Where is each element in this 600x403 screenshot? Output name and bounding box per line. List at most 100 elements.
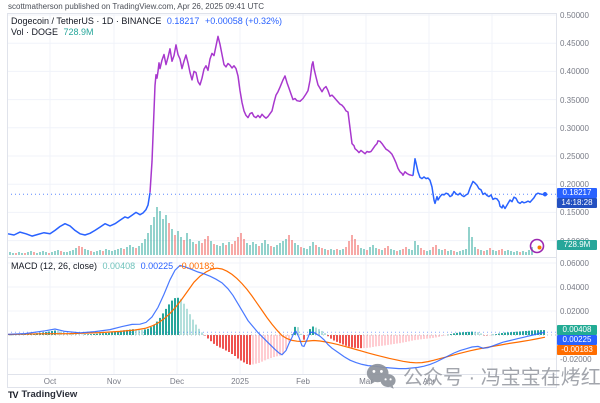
macd-histogram-bar [345, 335, 347, 346]
volume-bar [417, 245, 419, 255]
volume-bar [228, 242, 230, 255]
symbol-title[interactable]: Dogecoin / TetherUS · 1D · BINANCE [11, 16, 162, 26]
tradingview-wordmark: TradingView [21, 389, 78, 400]
macd-histogram-bar [186, 308, 188, 335]
volume-bar [210, 241, 212, 255]
macd-histogram-bar [177, 297, 179, 335]
macd-histogram-bar [156, 321, 158, 335]
volume-bar [222, 243, 224, 255]
macd-histogram-bar [300, 333, 302, 335]
pane-separator[interactable] [7, 257, 557, 258]
macd-histogram-bar [282, 335, 284, 355]
macd-histogram-bar [111, 332, 113, 335]
macd-histogram-bar [195, 324, 197, 335]
volume-bar [156, 207, 158, 255]
macd-histogram-bar [264, 335, 266, 361]
symbol-legend[interactable]: Dogecoin / TetherUS · 1D · BINANCE 0.182… [11, 16, 285, 26]
volume-bar [399, 250, 401, 255]
volume-bar [147, 233, 149, 255]
macd-histogram-bar [384, 335, 386, 346]
macd-histogram-bar [249, 335, 251, 365]
volume-bar [72, 250, 74, 255]
volume-bar [420, 248, 422, 255]
volume-bar [351, 235, 353, 255]
volume-bar [471, 237, 473, 255]
volume-bar [129, 245, 131, 255]
volume-bar [249, 245, 251, 255]
macd-histogram-bar [183, 303, 185, 335]
volume-bar [264, 240, 266, 255]
volume-legend[interactable]: Vol · DOGE 728.9M [11, 27, 97, 37]
volume-bar [330, 249, 332, 255]
frame-left [7, 13, 8, 387]
macd-histogram-bar [423, 335, 425, 339]
macd-histogram-bar [246, 335, 248, 364]
macd-histogram-bar [396, 335, 398, 344]
volume-bar [387, 246, 389, 255]
volume-bar [465, 249, 467, 255]
macd-histogram-bar [462, 332, 464, 335]
macd-histogram-bar [108, 332, 110, 335]
macd-histogram-bar [324, 333, 326, 335]
macd-histogram-bar [375, 335, 377, 347]
macd-signal-line [7, 267, 546, 364]
macd-histogram-bar [189, 314, 191, 335]
price-line-highlighted [149, 35, 414, 193]
volume-bar [21, 253, 23, 255]
macd-histogram-bar [228, 335, 230, 352]
macd-legend[interactable]: MACD (12, 26, close) 0.00408 0.00225 -0.… [11, 261, 217, 271]
macd-histogram-bar [504, 332, 506, 335]
volume-bar [87, 250, 89, 255]
macd-histogram-bar [96, 333, 98, 335]
macd-histogram-bar [102, 333, 104, 335]
volume-bar [405, 247, 407, 255]
highlight-circle-annotation[interactable] [529, 238, 545, 254]
macd-histogram-bar [417, 335, 419, 340]
macd-histogram-bar [279, 335, 281, 356]
volume-bar [432, 247, 434, 255]
wechat-icon [366, 363, 396, 389]
macd-histogram-bar [357, 335, 359, 349]
volume-bar [48, 253, 50, 255]
macd-histogram-bar [141, 329, 143, 335]
volume-bar [411, 250, 413, 255]
volume-label: Vol · DOGE [11, 27, 59, 37]
macd-histogram-bar [369, 335, 371, 348]
time-axis-separator [7, 374, 557, 375]
volume-bar [501, 249, 503, 255]
macd-histogram-bar [270, 335, 272, 359]
macd-histogram-bar [255, 335, 257, 364]
macd-histogram-bar [378, 335, 380, 347]
macd-histogram-bar [81, 334, 83, 336]
volume-bar [108, 250, 110, 255]
macd-histogram-bar [387, 335, 389, 345]
volume-bar [201, 243, 203, 255]
volume-bar [66, 252, 68, 255]
volume-bar [324, 249, 326, 255]
tradingview-logo[interactable]: TV TradingView [8, 389, 77, 400]
macd-histogram-bar [489, 335, 491, 336]
macd-histogram-bar [438, 335, 440, 337]
volume-bar [261, 243, 263, 255]
macd-histogram-bar [267, 335, 269, 359]
macd-histogram-bar [315, 327, 317, 335]
macd-histogram-bar [471, 331, 473, 335]
volume-bar [528, 250, 530, 255]
volume-bar [306, 249, 308, 255]
macd-histogram-bar [465, 332, 467, 335]
volume-bar [78, 246, 80, 255]
last-price-dot [542, 192, 548, 197]
macd-histogram-bar [207, 335, 209, 339]
macd-histogram-bar [414, 335, 416, 341]
macd-histogram-bar [372, 335, 374, 347]
macd-histogram-bar [129, 329, 131, 335]
volume-bar [414, 241, 416, 255]
macd-hist-box: 0.00408 [557, 325, 597, 335]
axis-tick-label: 0.40000 [560, 67, 589, 77]
macd-histogram-bar [288, 335, 290, 342]
macd-histogram-bar [276, 335, 278, 357]
volume-bar [333, 250, 335, 255]
volume-bar [69, 251, 71, 255]
macd-histogram-bar [456, 332, 458, 335]
